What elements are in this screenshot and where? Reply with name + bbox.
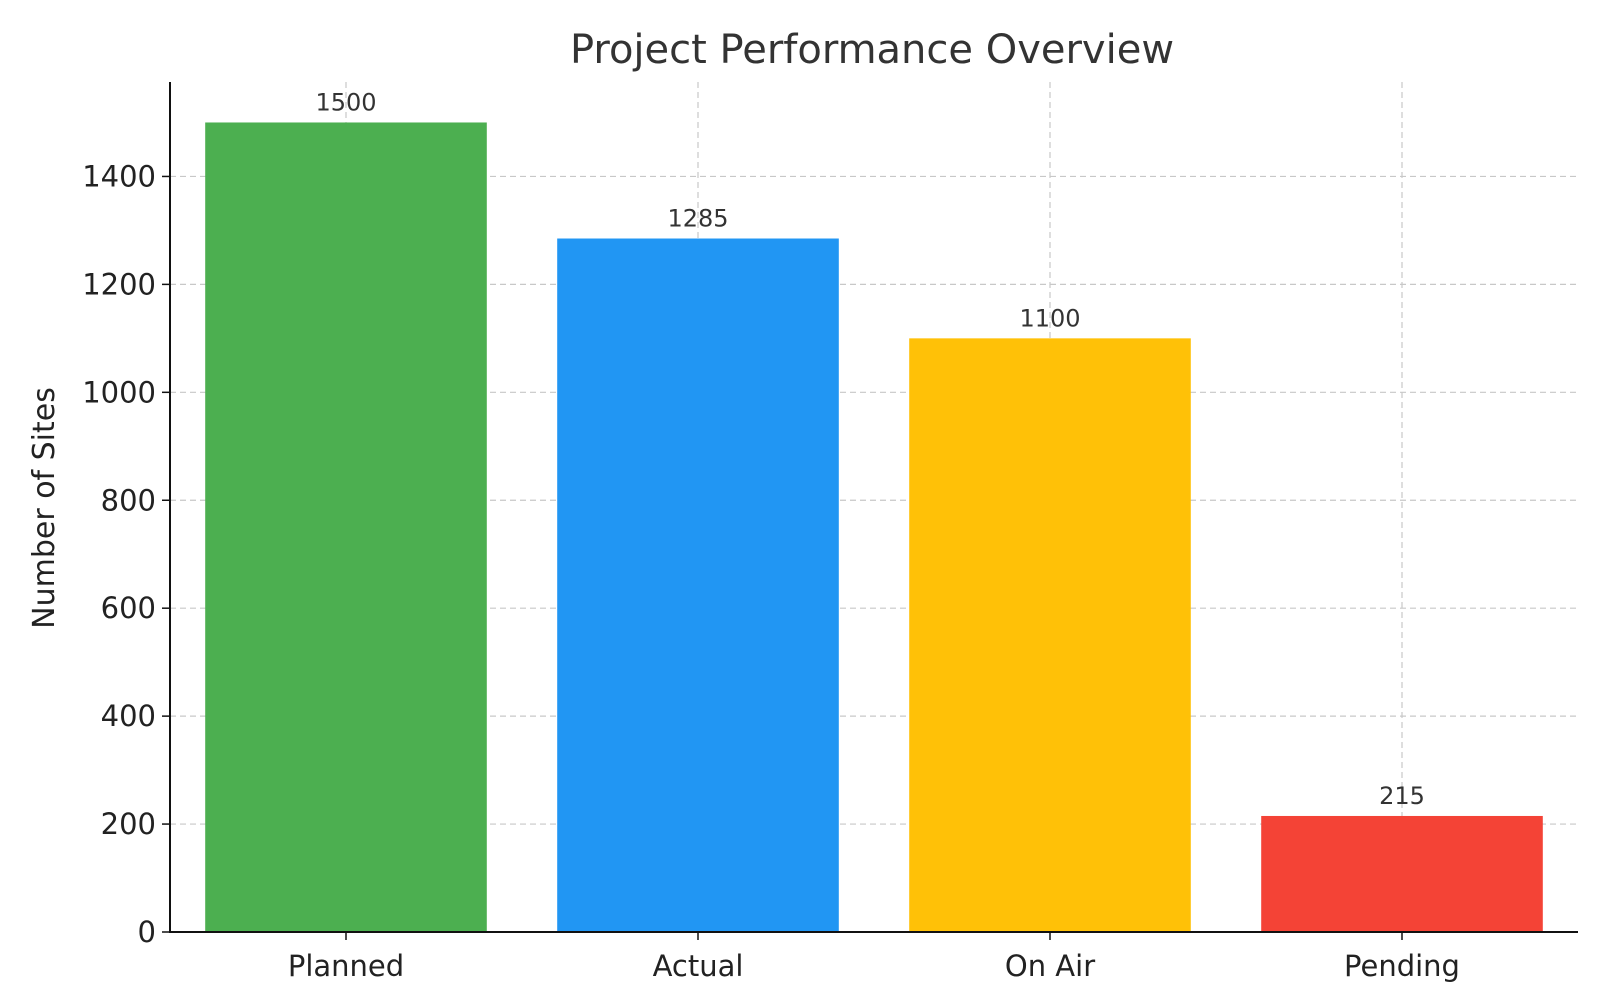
y-tick-label: 600 xyxy=(101,591,156,625)
y-axis-ticks: 0 200 400 600 800 1000 1200 1400 xyxy=(82,159,170,949)
y-tick-label: 1400 xyxy=(82,159,156,193)
bar-planned xyxy=(205,122,487,932)
y-tick-label: 0 xyxy=(138,915,156,949)
y-tick-label: 800 xyxy=(101,483,156,517)
chart-title: Project Performance Overview xyxy=(570,27,1174,73)
y-tick-label: 1000 xyxy=(82,375,156,409)
data-label: 1285 xyxy=(667,205,728,233)
bar-pending xyxy=(1261,815,1543,932)
x-tick-label: On Air xyxy=(1005,949,1095,983)
x-tick-label: Planned xyxy=(288,949,404,983)
y-tick-label: 200 xyxy=(101,807,156,841)
x-axis-ticks: Planned Actual On Air Pending xyxy=(288,932,1460,983)
y-tick-label: 1200 xyxy=(82,267,156,301)
bar-on-air xyxy=(909,338,1191,932)
data-label: 1100 xyxy=(1019,304,1080,332)
y-axis-label: Number of Sites xyxy=(27,387,62,629)
vertical-gridlines xyxy=(345,82,1403,932)
bars xyxy=(205,122,1543,932)
x-tick-label: Actual xyxy=(653,949,744,983)
y-tick-label: 400 xyxy=(101,699,156,733)
data-labels: 1500 1285 1100 215 xyxy=(315,88,1424,809)
data-label: 215 xyxy=(1379,782,1425,810)
x-tick-label: Pending xyxy=(1344,949,1460,983)
data-label: 1500 xyxy=(315,88,376,116)
bar-actual xyxy=(557,238,839,932)
